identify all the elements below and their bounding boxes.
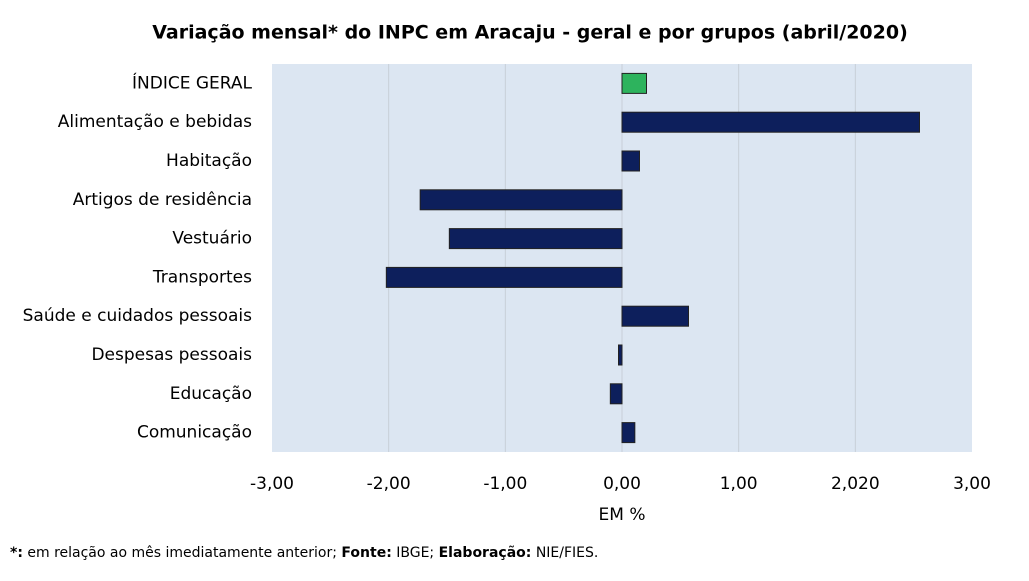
chart-title: Variação mensal* do INPC em Aracaju - ge… [152, 22, 908, 44]
y-tick-label: Habitação [166, 151, 252, 171]
bar [621, 72, 647, 94]
x-tick-label: -1,00 [483, 474, 527, 494]
footnote-part: *: [10, 545, 23, 561]
bar [385, 266, 623, 288]
x-tick-label: 0,00 [603, 474, 641, 494]
footnote-part: Fonte: [341, 545, 391, 561]
bar [621, 150, 640, 172]
x-tick-label: -2,00 [367, 474, 411, 494]
y-tick-label: Comunicação [137, 423, 252, 443]
y-tick-label: Despesas pessoais [91, 345, 252, 365]
y-tick-label: Artigos de residência [73, 190, 252, 210]
bar [448, 228, 623, 250]
bar [621, 111, 920, 133]
y-tick-label: ÍNDICE GERAL [132, 71, 253, 93]
y-tick-label: Educação [170, 384, 252, 404]
x-tick-label: -3,00 [250, 474, 294, 494]
footnote-part: NIE/FIES. [531, 545, 598, 561]
x-tick-label: 1,00 [720, 474, 758, 494]
bar [621, 422, 636, 444]
footnote-part: Elaboração: [439, 545, 532, 561]
x-tick-label: 2,020 [831, 474, 880, 494]
y-tick-label: Alimentação e bebidas [58, 112, 252, 132]
x-tick-label: 3,00 [953, 474, 991, 494]
footnote-part: em relação ao mês imediatamente anterior… [23, 545, 342, 561]
bar [419, 189, 623, 211]
bar [621, 305, 689, 327]
bar [618, 344, 623, 366]
footnote: *: em relação ao mês imediatamente anter… [10, 545, 598, 561]
footnote-part: IBGE; [392, 545, 439, 561]
x-axis-label: EM % [599, 505, 646, 525]
y-tick-label: Transportes [152, 267, 252, 287]
y-tick-label: Vestuário [172, 229, 252, 249]
y-tick-label: Saúde e cuidados pessoais [23, 306, 253, 326]
bar [609, 383, 623, 405]
